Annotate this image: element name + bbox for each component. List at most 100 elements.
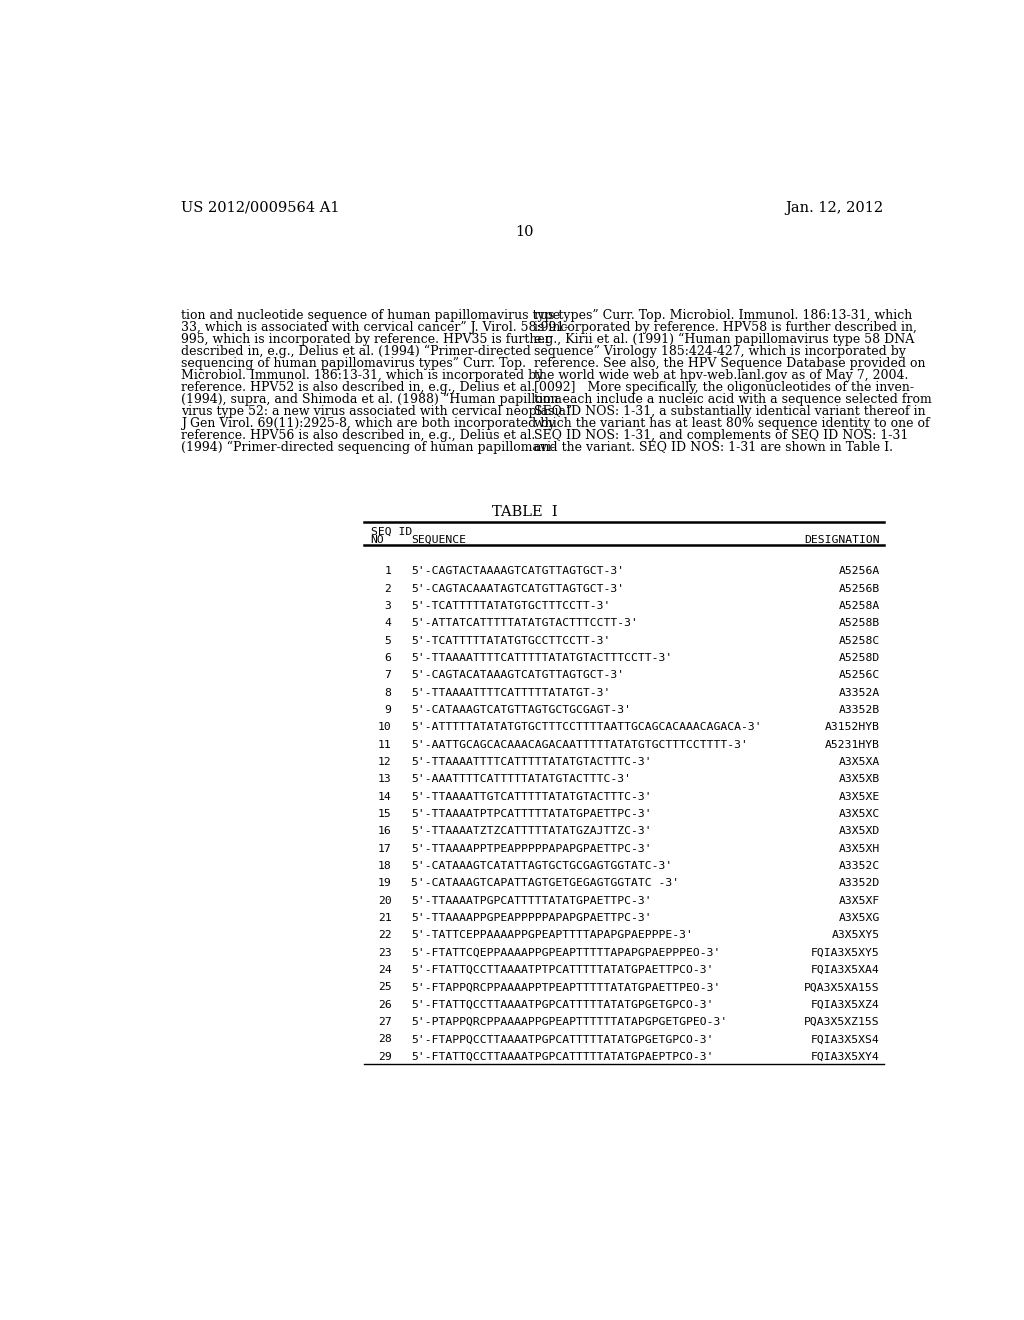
Text: 10: 10	[515, 226, 535, 239]
Text: 5'-TTAAAATPGPCATTTTTATATGPAETTPC-3': 5'-TTAAAATPGPCATTTTTATATGPAETTPC-3'	[411, 896, 651, 906]
Text: PQA3X5XZ15S: PQA3X5XZ15S	[804, 1016, 880, 1027]
Text: 995, which is incorporated by reference. HPV35 is further: 995, which is incorporated by reference.…	[180, 333, 551, 346]
Text: 5'-FTAPPQCCTTAAAATPGPCATTTTTATATGPGETGPCO-3': 5'-FTAPPQCCTTAAAATPGPCATTTTTATATGPGETGPC…	[411, 1035, 714, 1044]
Text: 7: 7	[385, 671, 391, 680]
Text: 24: 24	[378, 965, 391, 975]
Text: 5'-FTATTQCCTTAAAATPGPCATTTTTATATGPAEPTPCO-3': 5'-FTATTQCCTTAAAATPGPCATTTTTATATGPAEPTPC…	[411, 1052, 714, 1061]
Text: 5'-TCATTTTTATATGTGCTTTCCTT-3': 5'-TCATTTTTATATGTGCTTTCCTT-3'	[411, 601, 610, 611]
Text: 2: 2	[385, 583, 391, 594]
Text: 20: 20	[378, 896, 391, 906]
Text: 5'-CATAAAGTCATATTAGTGCTGCGAGTGGTATC-3': 5'-CATAAAGTCATATTAGTGCTGCGAGTGGTATC-3'	[411, 861, 672, 871]
Text: 17: 17	[378, 843, 391, 854]
Text: SEQUENCE: SEQUENCE	[411, 535, 466, 545]
Text: 5'-AATTGCAGCACAAACAGACAATTTTTATATGTGCTTTCCTTTT-3': 5'-AATTGCAGCACAAACAGACAATTTTTATATGTGCTTT…	[411, 739, 748, 750]
Text: TABLE  I: TABLE I	[492, 506, 558, 519]
Text: 14: 14	[378, 792, 391, 801]
Text: FQIA3X5XZ4: FQIA3X5XZ4	[811, 999, 880, 1010]
Text: A3X5XC: A3X5XC	[839, 809, 880, 818]
Text: 5'-TTAAAATTTTCATTTTTATATGTACTTTCCTT-3': 5'-TTAAAATTTTCATTTTTATATGTACTTTCCTT-3'	[411, 653, 672, 663]
Text: US 2012/0009564 A1: US 2012/0009564 A1	[180, 201, 339, 215]
Text: A3X5XH: A3X5XH	[839, 843, 880, 854]
Text: tion and nucleotide sequence of human papillomavirus type: tion and nucleotide sequence of human pa…	[180, 309, 560, 322]
Text: 15: 15	[378, 809, 391, 818]
Text: A3352D: A3352D	[839, 878, 880, 888]
Text: 12: 12	[378, 758, 391, 767]
Text: sequence” Virology 185:424-427, which is incorporated by: sequence” Virology 185:424-427, which is…	[535, 345, 906, 358]
Text: 5'-CAGTACATAAAGTCATGTTAGTGCT-3': 5'-CAGTACATAAAGTCATGTTAGTGCT-3'	[411, 671, 624, 680]
Text: 1: 1	[385, 566, 391, 577]
Text: 5'-FTATTQCCTTAAAATPGPCATTTTTATATGPGETGPCO-3': 5'-FTATTQCCTTAAAATPGPCATTTTTATATGPGETGPC…	[411, 999, 714, 1010]
Text: 13: 13	[378, 775, 391, 784]
Text: A3X5XF: A3X5XF	[839, 896, 880, 906]
Text: 5'-TTAAAATTTTCATTTTTATATGT-3': 5'-TTAAAATTTTCATTTTTATATGT-3'	[411, 688, 610, 698]
Text: A3X5XG: A3X5XG	[839, 913, 880, 923]
Text: 21: 21	[378, 913, 391, 923]
Text: 19: 19	[378, 878, 391, 888]
Text: A3X5XY5: A3X5XY5	[831, 931, 880, 940]
Text: which the variant has at least 80% sequence identity to one of: which the variant has at least 80% seque…	[535, 417, 930, 430]
Text: 5'-PTAPPQRCPPAAAAPPGPEAPTTTTTTATAPGPGETGPEO-3': 5'-PTAPPQRCPPAAAAPPGPEAPTTTTTTATAPGPGETG…	[411, 1016, 727, 1027]
Text: 5'-FTATTCQEPPAAAAPPGPEAPTTTTTAPAPGPAEPPPEO-3': 5'-FTATTCQEPPAAAAPPGPEAPTTTTTAPAPGPAEPPP…	[411, 948, 720, 957]
Text: A3X5XD: A3X5XD	[839, 826, 880, 837]
Text: described in, e.g., Delius et al. (1994) “Primer-directed: described in, e.g., Delius et al. (1994)…	[180, 345, 530, 358]
Text: e.g., Kirii et al. (1991) “Human papillomavirus type 58 DNA: e.g., Kirii et al. (1991) “Human papillo…	[535, 333, 914, 346]
Text: 18: 18	[378, 861, 391, 871]
Text: NO: NO	[371, 535, 384, 545]
Text: 22: 22	[378, 931, 391, 940]
Text: 25: 25	[378, 982, 391, 993]
Text: 29: 29	[378, 1052, 391, 1061]
Text: 5'-ATTATCATTTTTATATGTACTTTCCTT-3': 5'-ATTATCATTTTTATATGTACTTTCCTT-3'	[411, 619, 638, 628]
Text: Jan. 12, 2012: Jan. 12, 2012	[785, 201, 884, 215]
Text: 11: 11	[378, 739, 391, 750]
Text: J Gen Virol. 69(11):2925-8, which are both incorporated by: J Gen Virol. 69(11):2925-8, which are bo…	[180, 417, 555, 430]
Text: A5258A: A5258A	[839, 601, 880, 611]
Text: SEQ ID NOS: 1-31, and complements of SEQ ID NOS: 1-31: SEQ ID NOS: 1-31, and complements of SEQ…	[535, 429, 908, 442]
Text: 9: 9	[385, 705, 391, 715]
Text: SEQ ID: SEQ ID	[371, 527, 412, 536]
Text: PQA3X5XA15S: PQA3X5XA15S	[804, 982, 880, 993]
Text: reference. See also, the HPV Sequence Database provided on: reference. See also, the HPV Sequence Da…	[535, 358, 926, 370]
Text: 5'-FTAPPQRCPPAAAAPPTPEAPTTTTTATATGPAETTPEO-3': 5'-FTAPPQRCPPAAAAPPTPEAPTTTTTATATGPAETTP…	[411, 982, 720, 993]
Text: 5'-FTATTQCCTTAAAATPTPCATTTTTATATGPAETTPCO-3': 5'-FTATTQCCTTAAAATPTPCATTTTTATATGPAETTPC…	[411, 965, 714, 975]
Text: A3352C: A3352C	[839, 861, 880, 871]
Text: 27: 27	[378, 1016, 391, 1027]
Text: sequencing of human papillomavirus types” Curr. Top.: sequencing of human papillomavirus types…	[180, 358, 525, 370]
Text: A5256C: A5256C	[839, 671, 880, 680]
Text: 8: 8	[385, 688, 391, 698]
Text: Microbiol. Immunol. 186:13-31, which is incorporated by: Microbiol. Immunol. 186:13-31, which is …	[180, 370, 543, 381]
Text: 5'-AAATTTTCATTTTTATATGTACTTTC-3': 5'-AAATTTTCATTTTTATATGTACTTTC-3'	[411, 775, 631, 784]
Text: (1994), supra, and Shimoda et al. (1988) “Human papilloma-: (1994), supra, and Shimoda et al. (1988)…	[180, 393, 566, 407]
Text: 5'-TCATTTTTATATGTGCCTTCCTT-3': 5'-TCATTTTTATATGTGCCTTCCTT-3'	[411, 636, 610, 645]
Text: 33, which is associated with cervical cancer” J. Virol. 58:991-: 33, which is associated with cervical ca…	[180, 321, 568, 334]
Text: A5231HYB: A5231HYB	[824, 739, 880, 750]
Text: 4: 4	[385, 619, 391, 628]
Text: 26: 26	[378, 999, 391, 1010]
Text: 5'-CAGTACAAATAGTCATGTTAGTGCT-3': 5'-CAGTACAAATAGTCATGTTAGTGCT-3'	[411, 583, 624, 594]
Text: DESIGNATION: DESIGNATION	[804, 535, 880, 545]
Text: SEQ ID NOS: 1-31, a substantially identical variant thereof in: SEQ ID NOS: 1-31, a substantially identi…	[535, 405, 926, 418]
Text: 10: 10	[378, 722, 391, 733]
Text: 5'-TTAAAAPPTPEAPPPPPAPAPGPAETTPC-3': 5'-TTAAAAPPTPEAPPPPPAPAPGPAETTPC-3'	[411, 843, 651, 854]
Text: 5'-CATAAAGTCATGTTAGTGCTGCGAGT-3': 5'-CATAAAGTCATGTTAGTGCTGCGAGT-3'	[411, 705, 631, 715]
Text: A3152HYB: A3152HYB	[824, 722, 880, 733]
Text: and the variant. SEQ ID NOS: 1-31 are shown in Table I.: and the variant. SEQ ID NOS: 1-31 are sh…	[535, 441, 893, 454]
Text: 5: 5	[385, 636, 391, 645]
Text: A3X5XA: A3X5XA	[839, 758, 880, 767]
Text: FQIA3X5XY4: FQIA3X5XY4	[811, 1052, 880, 1061]
Text: 3: 3	[385, 601, 391, 611]
Text: [0092]   More specifically, the oligonucleotides of the inven-: [0092] More specifically, the oligonucle…	[535, 381, 914, 393]
Text: is incorporated by reference. HPV58 is further described in,: is incorporated by reference. HPV58 is f…	[535, 321, 916, 334]
Text: FQIA3X5XA4: FQIA3X5XA4	[811, 965, 880, 975]
Text: A5256A: A5256A	[839, 566, 880, 577]
Text: FQIA3X5XY5: FQIA3X5XY5	[811, 948, 880, 957]
Text: 5'-CAGTACTAAAAGTCATGTTAGTGCT-3': 5'-CAGTACTAAAAGTCATGTTAGTGCT-3'	[411, 566, 624, 577]
Text: 5'-TTAAAATTGTCATTTTTATATGTACTTTC-3': 5'-TTAAAATTGTCATTTTTATATGTACTTTC-3'	[411, 792, 651, 801]
Text: A5256B: A5256B	[839, 583, 880, 594]
Text: rus types” Curr. Top. Microbiol. Immunol. 186:13-31, which: rus types” Curr. Top. Microbiol. Immunol…	[535, 309, 912, 322]
Text: 16: 16	[378, 826, 391, 837]
Text: 5'-TTAAAATZTZCATTTTTATATGZAJTTZC-3': 5'-TTAAAATZTZCATTTTTATATGZAJTTZC-3'	[411, 826, 651, 837]
Text: 5'-TTAAAAPPGPEAPPPPPAPAPGPAETTPC-3': 5'-TTAAAAPPGPEAPPPPPAPAPGPAETTPC-3'	[411, 913, 651, 923]
Text: 28: 28	[378, 1035, 391, 1044]
Text: A3X5XE: A3X5XE	[839, 792, 880, 801]
Text: virus type 52: a new virus associated with cervical neoplasia”: virus type 52: a new virus associated wi…	[180, 405, 572, 418]
